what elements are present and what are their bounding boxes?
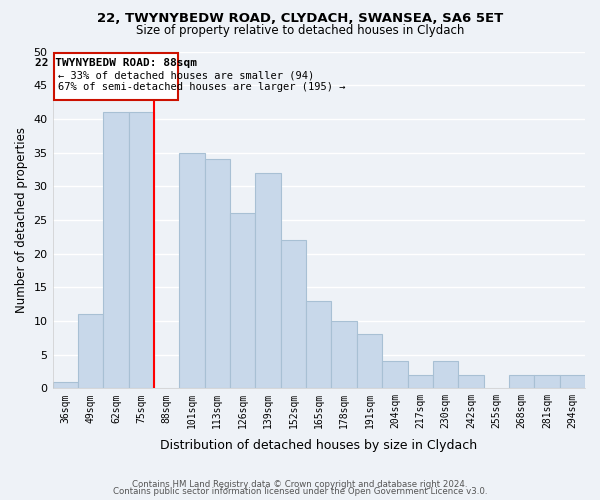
Bar (205, 160, 230, 388)
Bar (53, 382, 78, 388)
Bar (458, 375, 484, 388)
Bar (560, 375, 585, 388)
Text: 22 TWYNYBEDW ROAD: 88sqm: 22 TWYNYBEDW ROAD: 88sqm (35, 58, 197, 68)
Bar (509, 375, 534, 388)
Text: Contains HM Land Registry data © Crown copyright and database right 2024.: Contains HM Land Registry data © Crown c… (132, 480, 468, 489)
Bar (433, 362, 458, 388)
Text: Size of property relative to detached houses in Clydach: Size of property relative to detached ho… (136, 24, 464, 37)
Text: ← 33% of detached houses are smaller (94): ← 33% of detached houses are smaller (94… (58, 70, 314, 81)
Bar (281, 240, 306, 388)
Bar (306, 300, 331, 388)
Bar (357, 334, 382, 388)
Bar (331, 321, 357, 388)
Y-axis label: Number of detached properties: Number of detached properties (15, 127, 28, 313)
Bar (407, 375, 433, 388)
Bar (103, 112, 128, 388)
X-axis label: Distribution of detached houses by size in Clydach: Distribution of detached houses by size … (160, 440, 478, 452)
Bar (382, 362, 407, 388)
Text: 22, TWYNYBEDW ROAD, CLYDACH, SWANSEA, SA6 5ET: 22, TWYNYBEDW ROAD, CLYDACH, SWANSEA, SA… (97, 12, 503, 26)
Bar (230, 213, 256, 388)
Text: 67% of semi-detached houses are larger (195) →: 67% of semi-detached houses are larger (… (58, 82, 345, 92)
Text: Contains public sector information licensed under the Open Government Licence v3: Contains public sector information licen… (113, 487, 487, 496)
Bar (179, 152, 205, 388)
Bar (256, 172, 281, 388)
Bar (78, 314, 103, 388)
Bar (128, 112, 154, 388)
Bar (534, 375, 560, 388)
FancyBboxPatch shape (54, 53, 178, 100)
